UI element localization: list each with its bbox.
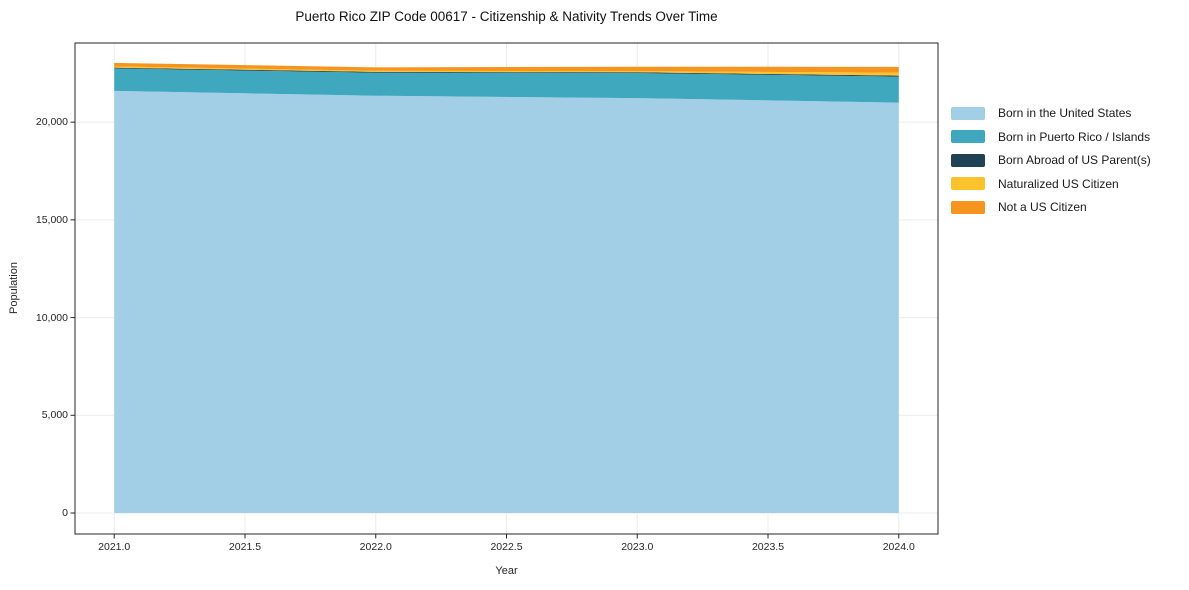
area-series-naturalized-us-citizen: [114, 66, 899, 76]
x-tick-label: 2022.0: [359, 541, 392, 553]
x-tick-label: 2024.0: [882, 541, 915, 553]
y-tick-label: 5,000: [41, 409, 68, 422]
x-tick-label: 2023.5: [751, 541, 785, 553]
x-tick-label: 2021.5: [228, 541, 262, 553]
legend-item-label: Born in Puerto Rico / Islands: [998, 129, 1151, 144]
area-series-born-abroad-of-us-parent-s: [114, 67, 899, 77]
area-series-born-in-puerto-rico-islands: [114, 68, 899, 103]
axis-ticks: [70, 121, 900, 539]
x-tick-label: 2022.5: [490, 541, 523, 553]
legend-item-label: Not a US Citizen: [998, 200, 1087, 214]
y-tick-label: 15,000: [35, 213, 68, 226]
y-tick-label: 0: [62, 506, 68, 519]
legend-swatch: [951, 130, 985, 143]
legend-item-label: Born in the United States: [998, 106, 1132, 120]
legend-item: Not a US Citizen: [951, 200, 1151, 214]
legend-swatch: [951, 200, 985, 214]
legend-swatch: [951, 177, 985, 190]
legend: Born in the United States Born in Puerto …: [951, 106, 1151, 224]
x-tick-label: 2023.0: [621, 541, 654, 553]
legend-item: Born Abroad of US Parent(s): [951, 153, 1151, 167]
y-tick-label: 10,000: [35, 311, 68, 324]
legend-swatch: [951, 153, 985, 167]
legend-item-label: Naturalized US Citizen: [998, 176, 1119, 191]
legend-item-label: Born Abroad of US Parent(s): [998, 153, 1151, 167]
chart-title: Puerto Rico ZIP Code 00617 - Citizenship…: [295, 9, 718, 24]
y-tick-label: 20,000: [35, 116, 68, 129]
area-series-born-in-the-united-states: [114, 90, 899, 513]
plot-border: [74, 42, 939, 535]
legend-item: Born in Puerto Rico / Islands: [951, 130, 1151, 144]
x-tick-label: 2021.0: [98, 541, 131, 553]
stacked-areas: [114, 62, 899, 513]
y-axis-label: Population: [8, 262, 20, 314]
legend-item: Born in the United States: [951, 106, 1151, 120]
legend-item: Naturalized US Citizen: [951, 177, 1151, 191]
area-series-not-a-us-citizen: [114, 62, 899, 73]
x-axis-label: Year: [495, 565, 518, 577]
legend-swatch: [951, 106, 985, 120]
